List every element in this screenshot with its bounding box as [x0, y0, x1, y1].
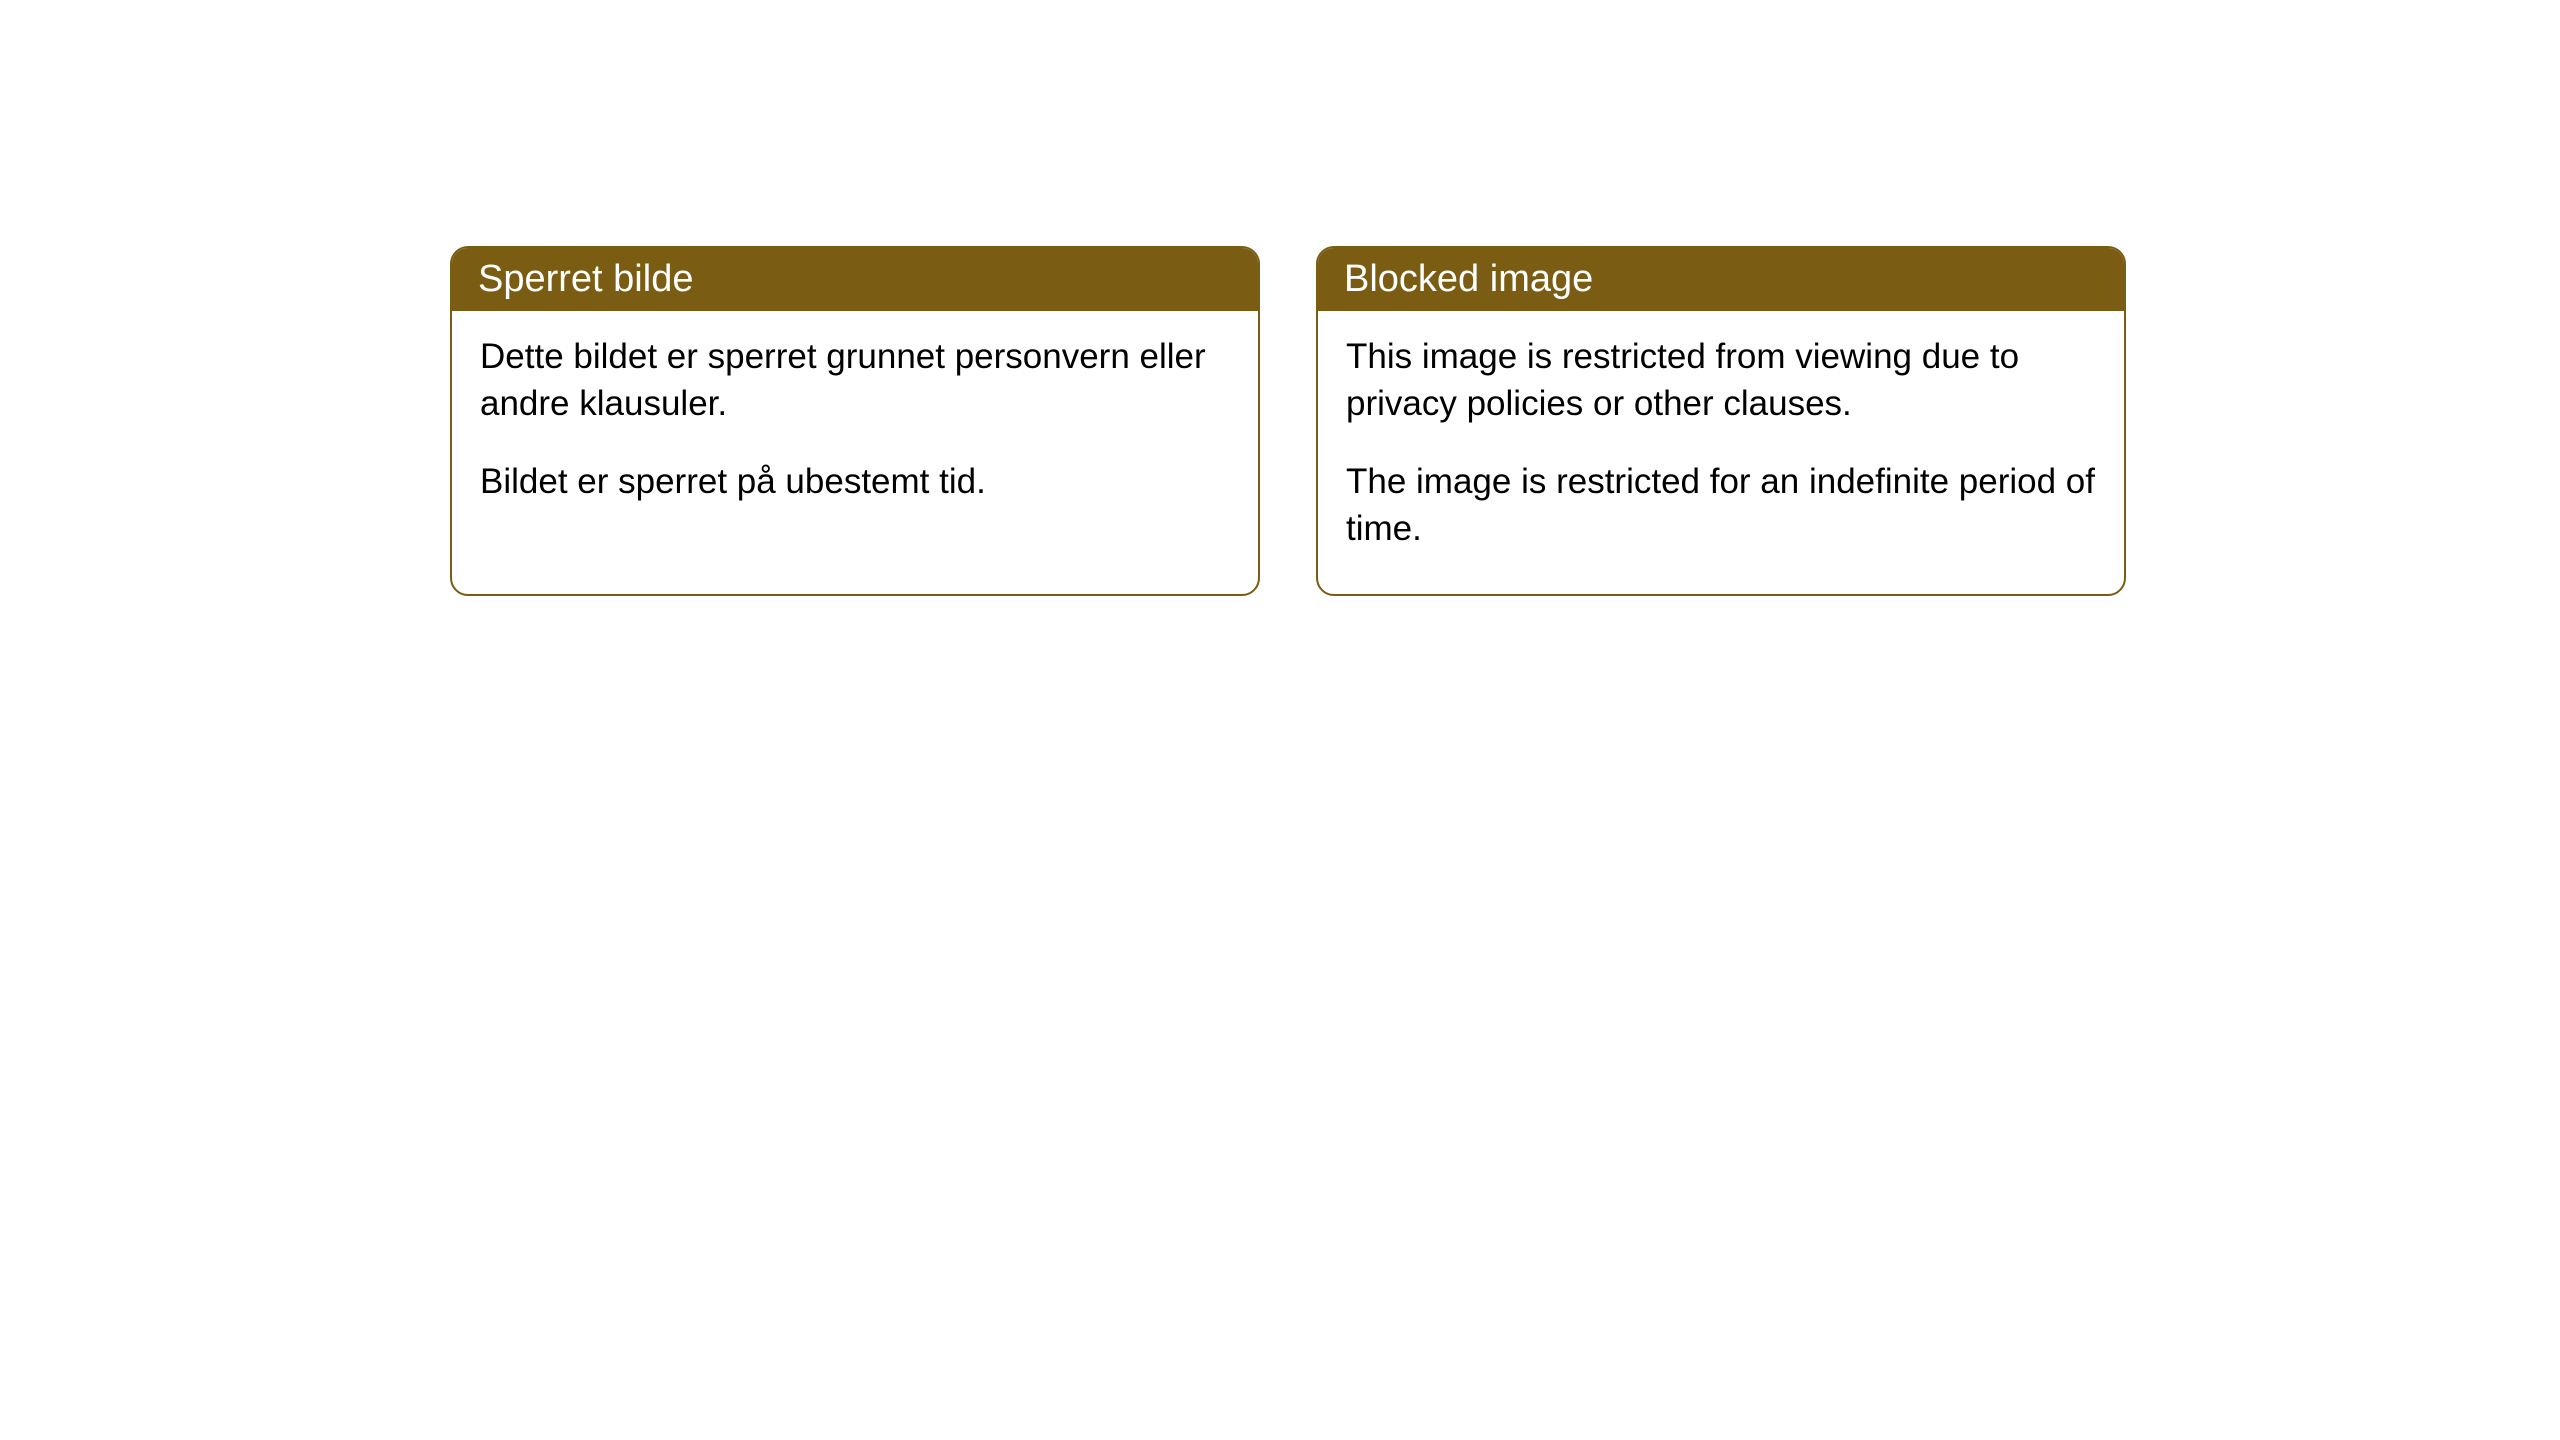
card-header: Blocked image [1318, 248, 2124, 311]
card-paragraph: Bildet er sperret på ubestemt tid. [480, 458, 1230, 505]
card-body: Dette bildet er sperret grunnet personve… [452, 311, 1258, 547]
card-paragraph: The image is restricted for an indefinit… [1346, 458, 2096, 553]
notice-container: Sperret bilde Dette bildet er sperret gr… [0, 0, 2560, 596]
card-title: Sperret bilde [478, 258, 693, 300]
card-paragraph: Dette bildet er sperret grunnet personve… [480, 333, 1230, 428]
card-title: Blocked image [1344, 258, 1593, 300]
card-paragraph: This image is restricted from viewing du… [1346, 333, 2096, 428]
card-header: Sperret bilde [452, 248, 1258, 311]
card-body: This image is restricted from viewing du… [1318, 311, 2124, 594]
notice-card-norwegian: Sperret bilde Dette bildet er sperret gr… [450, 246, 1260, 596]
notice-card-english: Blocked image This image is restricted f… [1316, 246, 2126, 596]
